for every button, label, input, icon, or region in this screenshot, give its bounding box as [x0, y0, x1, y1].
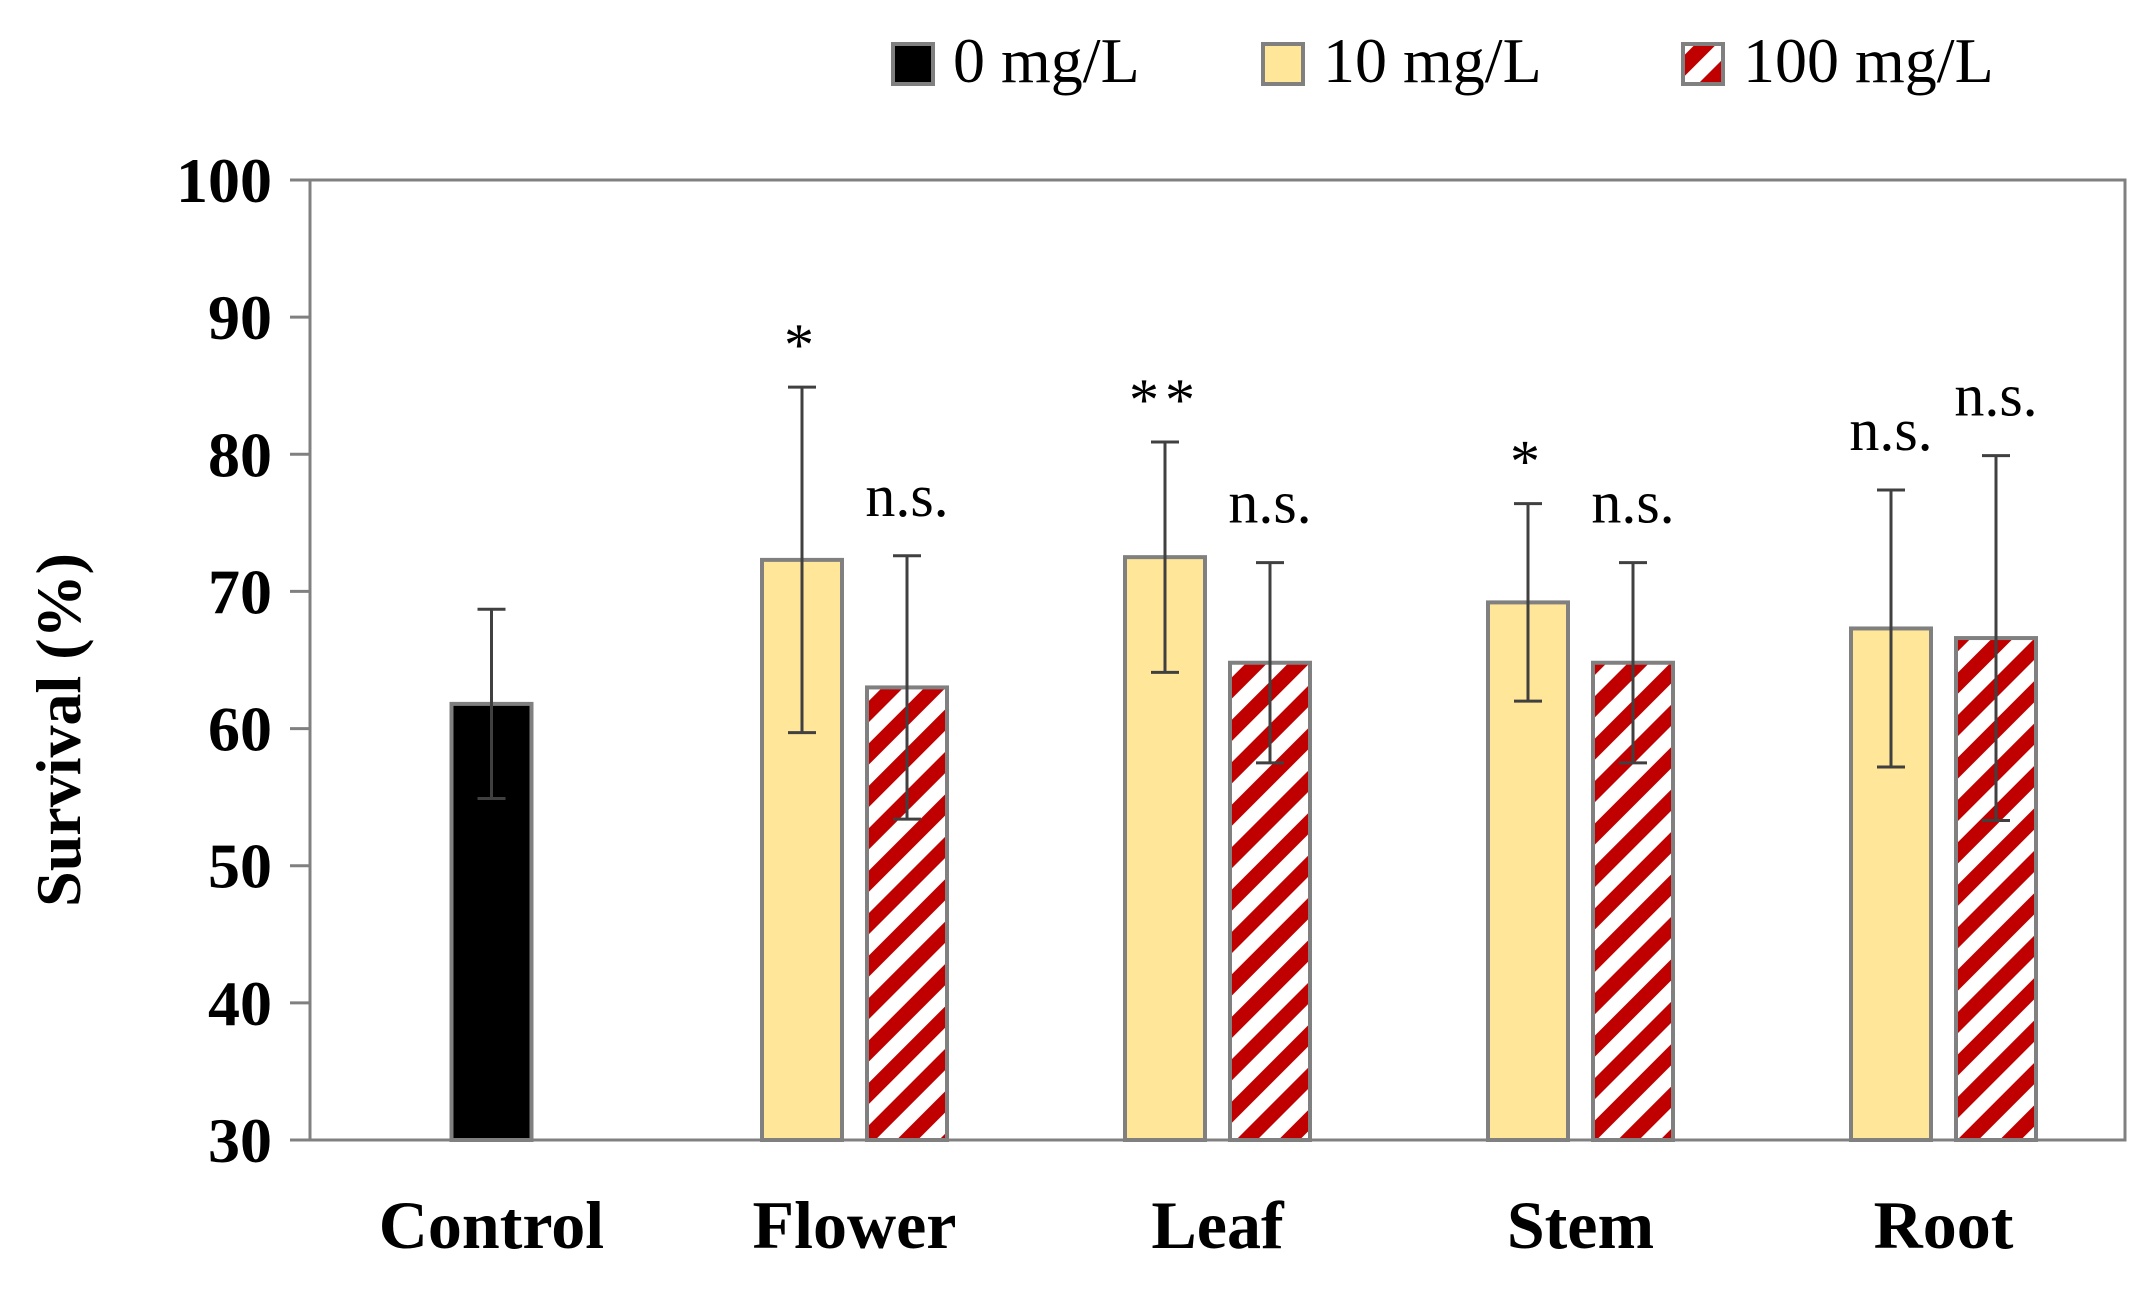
significance-label: n.s. — [865, 463, 948, 529]
x-category-label: Stem — [1507, 1187, 1654, 1263]
x-category-label: Flower — [753, 1187, 957, 1263]
legend-swatch-10mg — [1261, 42, 1305, 86]
legend-label-0mg: 0 mg/L — [953, 25, 1140, 96]
y-tick-label: 50 — [208, 831, 272, 902]
y-tick-label: 30 — [208, 1105, 272, 1176]
y-tick-label: 40 — [208, 968, 272, 1039]
x-category-label: Root — [1874, 1187, 2014, 1263]
y-tick-label: 60 — [208, 694, 272, 765]
significance-label: ** — [1129, 367, 1201, 433]
x-axis-categories: Control Flower Leaf Stem Root — [379, 1187, 2014, 1263]
y-axis-title: Survival (%) — [23, 553, 94, 907]
significance-annotations: * n.s. ** n.s. * n.s. n.s. n.s. — [784, 312, 2038, 536]
plot-area-frame — [308, 178, 2127, 1142]
significance-label: n.s. — [1591, 470, 1674, 536]
bars — [449, 555, 2038, 1143]
significance-label: n.s. — [1228, 470, 1311, 536]
significance-label: n.s. — [1954, 363, 2037, 429]
significance-label: n.s. — [1849, 397, 1932, 463]
legend-swatch-0mg — [891, 42, 935, 86]
y-tick-label: 70 — [208, 556, 272, 627]
x-category-label: Leaf — [1151, 1187, 1285, 1263]
y-tick-label: 80 — [208, 419, 272, 490]
y-axis: 30 40 50 60 70 80 90 100 — [176, 145, 310, 1176]
legend: 0 mg/L 10 mg/L 100 mg/L — [891, 25, 1994, 96]
legend-label-10mg: 10 mg/L — [1323, 25, 1542, 96]
significance-label: * — [1510, 429, 1546, 495]
legend-label-100mg: 100 mg/L — [1743, 25, 1994, 96]
error-bars — [477, 385, 2010, 822]
x-category-label: Control — [379, 1187, 604, 1263]
y-tick-label: 100 — [176, 145, 272, 216]
bar-control-0mgl — [449, 701, 534, 1143]
legend-swatch-100mg — [1681, 42, 1725, 86]
significance-label: * — [784, 312, 820, 378]
y-tick-label: 90 — [208, 282, 272, 353]
